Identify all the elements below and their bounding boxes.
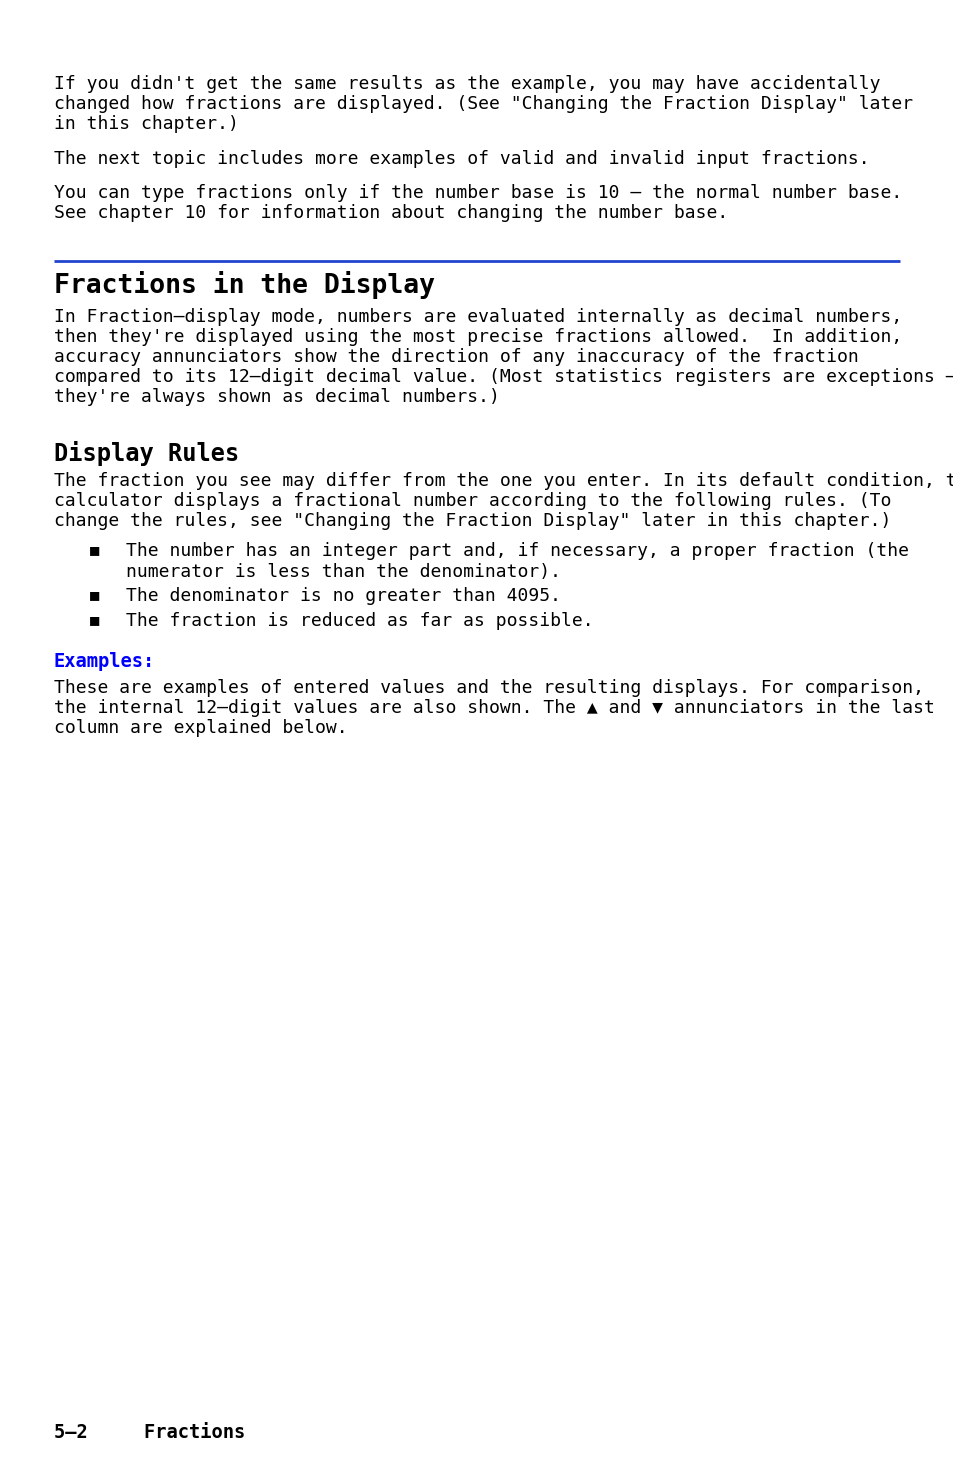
Text: ■: ■: [91, 542, 99, 557]
Text: You can type fractions only if the number base is 10 — the normal number base.: You can type fractions only if the numbe…: [54, 185, 902, 202]
Text: The number has an integer part and, if necessary, a proper fraction (the: The number has an integer part and, if n…: [126, 542, 907, 560]
Text: See chapter 10 for information about changing the number base.: See chapter 10 for information about cha…: [54, 204, 727, 222]
Text: they're always shown as decimal numbers.): they're always shown as decimal numbers.…: [54, 389, 499, 406]
Text: column are explained below.: column are explained below.: [54, 720, 347, 738]
Text: The fraction you see may differ from the one you enter. In its default condition: The fraction you see may differ from the…: [54, 471, 953, 489]
Text: 5–2     Fractions: 5–2 Fractions: [54, 1423, 245, 1443]
Text: Examples:: Examples:: [54, 652, 155, 671]
Text: The denominator is no greater than 4095.: The denominator is no greater than 4095.: [126, 587, 560, 606]
Text: The fraction is reduced as far as possible.: The fraction is reduced as far as possib…: [126, 612, 593, 630]
Text: the internal 12–digit values are also shown. The ▲ and ▼ annunciators in the las: the internal 12–digit values are also sh…: [54, 699, 934, 717]
Text: These are examples of entered values and the resulting displays. For comparison,: These are examples of entered values and…: [54, 678, 923, 698]
Text: accuracy annunciators show the direction of any inaccuracy of the fraction: accuracy annunciators show the direction…: [54, 347, 858, 367]
Text: then they're displayed using the most precise fractions allowed.  In addition,: then they're displayed using the most pr…: [54, 328, 902, 346]
Text: changed how fractions are displayed. (See "Changing the Fraction Display" later: changed how fractions are displayed. (Se…: [54, 95, 912, 114]
Text: ■: ■: [91, 587, 99, 602]
Text: compared to its 12–digit decimal value. (Most statistics registers are exception: compared to its 12–digit decimal value. …: [54, 368, 953, 386]
Text: in this chapter.): in this chapter.): [54, 115, 238, 133]
Text: change the rules, see "Changing the Fraction Display" later in this chapter.): change the rules, see "Changing the Frac…: [54, 511, 890, 529]
Text: ■: ■: [91, 612, 99, 627]
Text: The next topic includes more examples of valid and invalid input fractions.: The next topic includes more examples of…: [54, 149, 869, 167]
Text: numerator is less than the denominator).: numerator is less than the denominator).: [126, 563, 560, 581]
Text: Display Rules: Display Rules: [54, 440, 239, 466]
Text: Fractions in the Display: Fractions in the Display: [54, 272, 435, 300]
Text: In Fraction–display mode, numbers are evaluated internally as decimal numbers,: In Fraction–display mode, numbers are ev…: [54, 307, 902, 325]
Text: If you didn't get the same results as the example, you may have accidentally: If you didn't get the same results as th…: [54, 75, 880, 93]
Text: calculator displays a fractional number according to the following rules. (To: calculator displays a fractional number …: [54, 492, 890, 510]
